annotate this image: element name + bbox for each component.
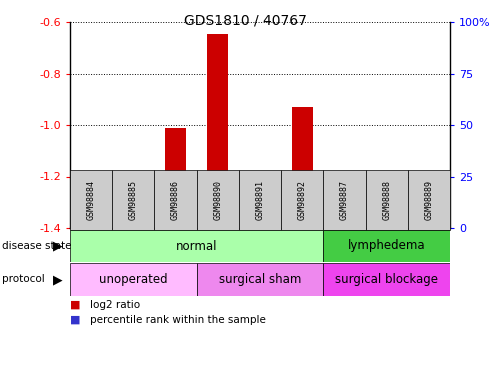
- Bar: [70, 263, 196, 296]
- Bar: [112, 170, 154, 230]
- Text: percentile rank within the sample: percentile rank within the sample: [90, 315, 266, 325]
- Bar: [292, 107, 313, 228]
- Text: GSM98892: GSM98892: [298, 180, 307, 220]
- Bar: [239, 170, 281, 230]
- Text: GSM98885: GSM98885: [129, 180, 138, 220]
- Bar: [165, 128, 186, 228]
- Bar: [334, 179, 355, 228]
- Text: GDS1810 / 40767: GDS1810 / 40767: [184, 13, 306, 27]
- Bar: [366, 170, 408, 230]
- Bar: [196, 170, 239, 230]
- Text: GSM98891: GSM98891: [255, 180, 265, 220]
- Bar: [296, 194, 309, 200]
- Bar: [70, 170, 112, 230]
- Text: protocol: protocol: [2, 274, 45, 285]
- Text: GSM98884: GSM98884: [87, 180, 96, 220]
- Bar: [408, 170, 450, 230]
- Text: normal: normal: [176, 240, 218, 252]
- Text: ■: ■: [70, 315, 80, 325]
- Text: ▶: ▶: [53, 240, 63, 252]
- Text: ■: ■: [70, 300, 80, 310]
- Text: GSM98888: GSM98888: [382, 180, 391, 220]
- Bar: [323, 263, 450, 296]
- Text: GSM98890: GSM98890: [213, 180, 222, 220]
- Bar: [154, 170, 196, 230]
- Text: surgical blockage: surgical blockage: [335, 273, 438, 286]
- Bar: [70, 230, 323, 262]
- Text: GSM98887: GSM98887: [340, 180, 349, 220]
- Text: disease state: disease state: [2, 241, 72, 251]
- Text: surgical sham: surgical sham: [219, 273, 301, 286]
- Bar: [281, 170, 323, 230]
- Bar: [212, 173, 224, 180]
- Text: unoperated: unoperated: [99, 273, 168, 286]
- Bar: [207, 34, 228, 228]
- Text: ▶: ▶: [53, 273, 63, 286]
- Text: log2 ratio: log2 ratio: [90, 300, 140, 310]
- Text: GSM98889: GSM98889: [424, 180, 433, 220]
- Text: GSM98886: GSM98886: [171, 180, 180, 220]
- Bar: [323, 230, 450, 262]
- Bar: [418, 197, 440, 228]
- Bar: [323, 170, 366, 230]
- Text: lymphedema: lymphedema: [348, 240, 425, 252]
- Bar: [196, 263, 323, 296]
- Bar: [338, 184, 351, 190]
- Bar: [169, 194, 182, 200]
- Bar: [422, 204, 435, 211]
